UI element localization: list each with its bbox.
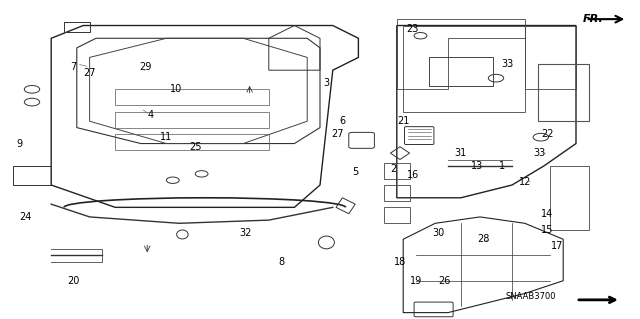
- Text: 17: 17: [550, 241, 563, 251]
- Text: 18: 18: [394, 256, 406, 267]
- Text: 27: 27: [83, 68, 96, 78]
- Text: 26: 26: [438, 276, 451, 286]
- Text: 28: 28: [477, 234, 490, 244]
- Text: FR.: FR.: [582, 14, 603, 24]
- Text: 22: 22: [541, 129, 554, 139]
- Text: 11: 11: [160, 132, 173, 142]
- Text: 32: 32: [239, 228, 252, 238]
- Text: 10: 10: [170, 84, 182, 94]
- Text: 24: 24: [19, 212, 32, 222]
- Text: 9: 9: [16, 138, 22, 149]
- Text: 8: 8: [278, 256, 285, 267]
- Text: SNAAB3700: SNAAB3700: [506, 292, 556, 301]
- Text: 19: 19: [410, 276, 422, 286]
- Text: 7: 7: [70, 62, 77, 72]
- Text: 23: 23: [406, 24, 419, 34]
- Text: 3: 3: [323, 78, 330, 88]
- Text: 12: 12: [518, 177, 531, 187]
- Text: 29: 29: [140, 62, 152, 72]
- Text: 15: 15: [541, 225, 554, 235]
- Text: 5: 5: [352, 167, 358, 177]
- Text: 21: 21: [397, 116, 410, 126]
- Text: 14: 14: [541, 209, 554, 219]
- Text: 33: 33: [533, 148, 546, 158]
- Text: 25: 25: [189, 142, 202, 152]
- Text: 1: 1: [499, 161, 506, 171]
- Text: 30: 30: [432, 228, 445, 238]
- Text: 16: 16: [406, 170, 419, 181]
- Text: 33: 33: [501, 59, 514, 69]
- Text: 27: 27: [331, 129, 344, 139]
- Text: 2: 2: [390, 164, 397, 174]
- Text: 31: 31: [454, 148, 467, 158]
- Text: 4: 4: [147, 110, 154, 120]
- Text: 6: 6: [339, 116, 346, 126]
- Text: 20: 20: [67, 276, 80, 286]
- Text: 13: 13: [470, 161, 483, 171]
